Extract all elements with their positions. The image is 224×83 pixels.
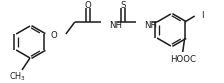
Text: CH$_3$: CH$_3$ <box>9 70 26 83</box>
Text: NH: NH <box>109 21 122 29</box>
Text: S: S <box>120 0 126 9</box>
Text: I: I <box>201 11 203 20</box>
Text: O: O <box>84 0 91 9</box>
Text: HOOC: HOOC <box>170 55 196 63</box>
Text: O: O <box>50 30 57 40</box>
Text: NH: NH <box>144 21 157 29</box>
